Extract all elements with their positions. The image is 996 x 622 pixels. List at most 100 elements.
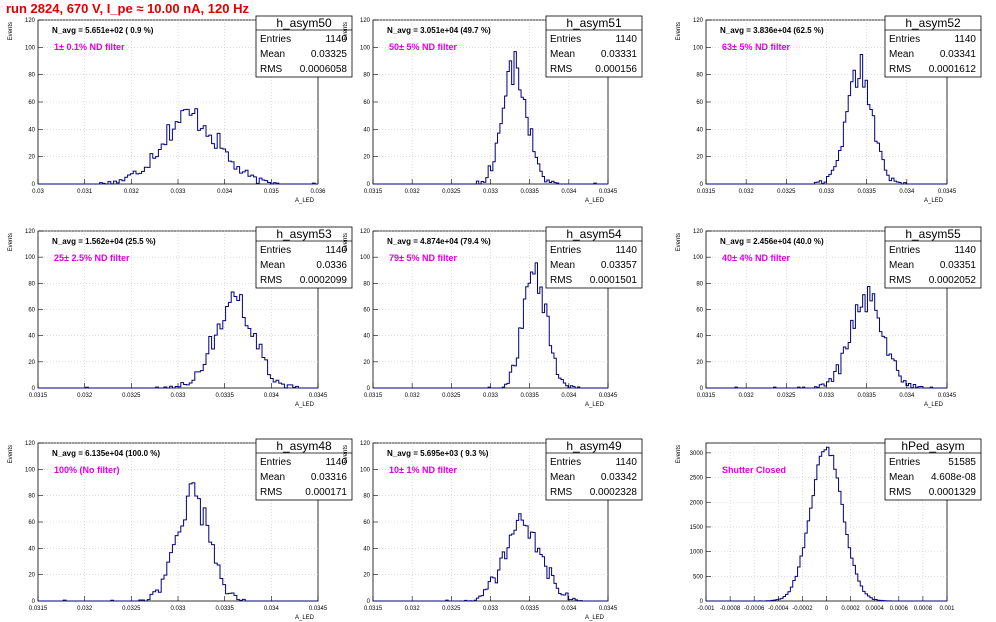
y-tick-label: 40 xyxy=(696,334,703,340)
y-tick-label: 120 xyxy=(360,229,371,235)
histogram-panel-h_asym52: 0 20 40 60 80 100 120 0.0315 0.032 0.0325 0.033 0.0… xyxy=(676,15,982,204)
x-tick-label: 0.0345 xyxy=(599,189,618,195)
y-tick-label: 80 xyxy=(363,73,370,79)
y-tick-label: 100 xyxy=(360,45,371,51)
y-tick-label: 2500 xyxy=(690,476,704,482)
y-tick-label: 0 xyxy=(700,182,704,188)
y-tick-label: 100 xyxy=(360,255,371,261)
stats-box: h_asym51 Entries 1140 Mean 0.03331 RMS 0.00015… xyxy=(545,15,643,78)
stats-rms-label: RMS xyxy=(889,64,912,75)
histogram-panel-h_asym53: 0 20 40 60 80 100 120 0.0315 0.032 0.0325 0.033 0.0… xyxy=(8,226,353,408)
histogram-panel-h_asym50: 0 20 40 60 80 100 120 0.03 0.031 0.032 0.033 0.034 0… xyxy=(8,15,353,204)
stats-box: h_asym49 Entries 1140 Mean 0.03342 RMS 0.00023… xyxy=(545,438,643,501)
x-tick-label: 0 xyxy=(825,606,829,612)
x-axis-title: A_LED xyxy=(924,198,944,204)
stats-mean-label: Mean xyxy=(260,472,285,483)
y-tick-label: 100 xyxy=(25,467,36,473)
stats-title: h_asym50 xyxy=(276,16,332,30)
y-tick-label: 40 xyxy=(696,127,703,133)
stats-mean-label: Mean xyxy=(550,49,575,60)
histogram-line xyxy=(38,482,318,602)
y-tick-label: 120 xyxy=(693,18,704,24)
y-tick-label: 120 xyxy=(693,229,704,235)
y-tick-label: 20 xyxy=(696,360,703,366)
stats-rms-label: RMS xyxy=(260,275,283,286)
x-tick-label: 0.0345 xyxy=(599,393,618,399)
x-tick-label: 0.0325 xyxy=(442,189,461,195)
n-avg-label: N_avg = 5.651e+02 ( 0.9 %) xyxy=(52,26,154,35)
x-tick-label: 0.0335 xyxy=(520,393,539,399)
x-tick-label: 0.032 xyxy=(739,393,755,399)
stats-box-frame xyxy=(884,226,982,289)
y-tick-label: 20 xyxy=(363,155,370,161)
histogram-panel-h_asym48: 0 20 40 60 80 100 120 0.0315 0.032 0.0325 0.033 0.0… xyxy=(8,438,353,621)
x-tick-label: 0.032 xyxy=(405,393,421,399)
x-axis-title: A_LED xyxy=(585,402,605,408)
stats-rms-label: RMS xyxy=(260,487,283,498)
y-tick-label: 0 xyxy=(700,386,704,392)
y-tick-label: 80 xyxy=(363,281,370,287)
x-tick-label: 0.032 xyxy=(77,393,93,399)
stats-title: h_asym51 xyxy=(566,16,622,30)
stats-entries-value: 1140 xyxy=(615,245,637,256)
n-avg-label: N_avg = 3.051e+04 (49.7 %) xyxy=(387,26,491,35)
stats-mean-value: 0.03331 xyxy=(601,49,638,60)
x-tick-label: 0.032 xyxy=(405,189,421,195)
y-tick-label: 100 xyxy=(693,255,704,261)
filter-label: 10± 1% ND filter xyxy=(389,465,457,475)
filter-label: 79± 5% ND filter xyxy=(389,253,457,263)
stats-box-frame xyxy=(884,438,982,501)
x-axis-title: A_LED xyxy=(295,615,315,621)
stats-rms-label: RMS xyxy=(550,64,573,75)
x-axis-title: A_LED xyxy=(585,615,605,621)
stats-entries-label: Entries xyxy=(889,34,920,45)
y-tick-label: 20 xyxy=(363,360,370,366)
y-tick-label: 20 xyxy=(28,360,35,366)
histogram-line xyxy=(38,291,318,389)
stats-rms-value: 0.0002099 xyxy=(300,275,348,286)
y-tick-label: 40 xyxy=(363,546,370,552)
x-tick-label: 0.032 xyxy=(739,189,755,195)
x-tick-label: 0.0335 xyxy=(857,393,876,399)
x-tick-label: 0.0008 xyxy=(914,606,933,612)
x-tick-label: 0.034 xyxy=(561,393,577,399)
y-tick-label: 0 xyxy=(32,182,36,188)
histogram-line xyxy=(706,446,948,602)
x-tick-label: -0.001 xyxy=(697,606,715,612)
filter-label: 1± 0.1% ND filter xyxy=(54,42,125,52)
x-tick-label: 0.0335 xyxy=(215,393,234,399)
stats-mean-label: Mean xyxy=(550,472,575,483)
x-tick-label: 0.033 xyxy=(483,606,499,612)
x-tick-label: 0.0315 xyxy=(364,606,383,612)
x-tick-label: 0.032 xyxy=(405,606,421,612)
x-tick-label: 0.0315 xyxy=(697,189,716,195)
y-axis-title: Events xyxy=(343,22,349,40)
y-tick-label: 80 xyxy=(363,494,370,500)
stats-box: h_asym52 Entries 1140 Mean 0.03341 RMS 0.00016… xyxy=(884,15,982,78)
x-tick-label: 0.034 xyxy=(561,606,577,612)
y-axis-title: Events xyxy=(8,233,14,251)
x-tick-label: 0.0325 xyxy=(442,393,461,399)
histogram-panel-h_asym55: 0 20 40 60 80 100 120 0.0315 0.032 0.0325 0.033 0.0… xyxy=(676,226,982,408)
stats-rms-label: RMS xyxy=(889,487,912,498)
y-tick-label: 120 xyxy=(360,18,371,24)
stats-box-frame xyxy=(255,15,353,78)
stats-rms-label: RMS xyxy=(550,487,573,498)
histogram-line xyxy=(373,51,608,185)
filter-label: 40± 4% ND filter xyxy=(722,253,790,263)
x-tick-label: 0.0315 xyxy=(364,393,383,399)
y-tick-label: 60 xyxy=(363,308,370,314)
stats-entries-label: Entries xyxy=(550,34,581,45)
filter-label: Shutter Closed xyxy=(722,465,786,475)
stats-mean-value: 0.03341 xyxy=(940,49,977,60)
n-avg-label: N_avg = 3.836e+04 (62.5 %) xyxy=(720,26,824,35)
y-tick-label: 120 xyxy=(360,441,371,447)
n-avg-label: N_avg = 6.135e+04 (100.0 %) xyxy=(52,449,160,458)
n-avg-label: N_avg = 2.456e+04 (40.0 %) xyxy=(720,237,824,246)
stats-entries-value: 1140 xyxy=(615,34,637,45)
x-tick-label: 0.034 xyxy=(899,393,915,399)
stats-entries-value: 1140 xyxy=(325,457,347,468)
stats-mean-label: Mean xyxy=(889,260,914,271)
